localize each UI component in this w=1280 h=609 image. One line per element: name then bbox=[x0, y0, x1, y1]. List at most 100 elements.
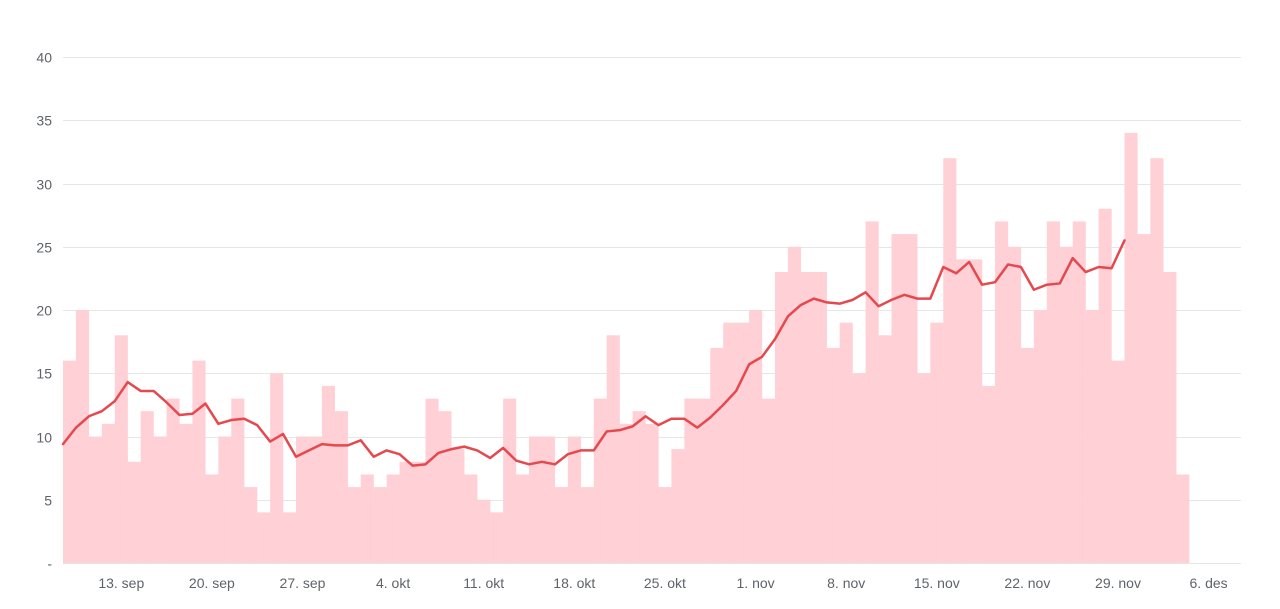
daily-bar bbox=[1111, 360, 1125, 563]
daily-bar bbox=[567, 436, 581, 563]
daily-bar bbox=[684, 398, 698, 563]
daily-bar bbox=[114, 335, 128, 563]
daily-bar bbox=[205, 474, 219, 563]
daily-bar bbox=[451, 449, 465, 563]
daily-bar bbox=[360, 474, 374, 563]
daily-bar bbox=[891, 234, 905, 563]
daily-bar bbox=[283, 512, 297, 563]
x-axis-ticks: 13. sep 20. sep 27. sep 4. okt 11. okt 18. ok… bbox=[98, 575, 1227, 591]
daily-bar bbox=[1098, 208, 1112, 564]
daily-bar bbox=[1085, 310, 1099, 563]
y-tick-label: 15 bbox=[36, 366, 52, 382]
daily-bar bbox=[477, 499, 491, 563]
daily-bar bbox=[257, 512, 271, 563]
daily-bar bbox=[1046, 221, 1060, 563]
x-tick-label: 1. nov bbox=[737, 575, 775, 591]
y-tick-label: 20 bbox=[36, 303, 52, 319]
daily-bar bbox=[943, 158, 957, 563]
daily-bar bbox=[762, 398, 776, 563]
daily-bar bbox=[1124, 132, 1138, 563]
daily-bar bbox=[1007, 246, 1022, 563]
daily-bar bbox=[580, 487, 594, 563]
daily-bar bbox=[529, 436, 543, 563]
daily-bar bbox=[425, 398, 439, 563]
x-tick-label: 6. des bbox=[1190, 575, 1228, 591]
daily-bar bbox=[153, 436, 167, 563]
daily-bar bbox=[347, 487, 361, 563]
daily-bar bbox=[321, 385, 335, 563]
daily-bar bbox=[490, 512, 504, 563]
daily-bar bbox=[1137, 234, 1151, 563]
daily-bar bbox=[645, 423, 659, 563]
x-tick-label: 22. nov bbox=[1004, 575, 1050, 591]
daily-bar bbox=[166, 398, 180, 563]
daily-bar bbox=[697, 398, 711, 563]
y-tick-label: 30 bbox=[36, 177, 52, 193]
x-tick-label: 4. okt bbox=[376, 575, 410, 591]
daily-bar bbox=[917, 373, 931, 563]
daily-bar bbox=[865, 221, 879, 563]
daily-bar bbox=[386, 474, 400, 563]
daily-bar bbox=[1033, 310, 1047, 563]
daily-bar bbox=[982, 385, 996, 563]
daily-bar bbox=[399, 461, 413, 563]
daily-bar bbox=[995, 221, 1009, 563]
daily-bar bbox=[787, 246, 802, 563]
x-tick-label: 11. okt bbox=[463, 575, 504, 591]
daily-bar bbox=[334, 411, 348, 563]
daily-bar bbox=[658, 487, 672, 563]
daily-bar bbox=[516, 474, 530, 563]
daily-bar bbox=[1020, 347, 1035, 563]
daily-bar bbox=[1059, 246, 1073, 563]
daily-bar bbox=[1163, 272, 1177, 563]
daily-bar bbox=[270, 373, 284, 563]
daily-bar bbox=[969, 259, 983, 563]
daily-bar bbox=[464, 474, 478, 563]
x-tick-label: 8. nov bbox=[827, 575, 865, 591]
moving-average-line bbox=[61, 239, 1126, 467]
daily-bar bbox=[1072, 221, 1086, 563]
daily-bar bbox=[800, 272, 814, 563]
daily-bar bbox=[710, 347, 724, 563]
daily-bar bbox=[179, 423, 193, 563]
daily-bar bbox=[541, 436, 556, 563]
daily-bar bbox=[619, 423, 633, 563]
daily-bar bbox=[101, 423, 115, 563]
daily-bar bbox=[231, 398, 245, 563]
x-tick-label: 27. sep bbox=[280, 575, 326, 591]
x-tick-label: 13. sep bbox=[98, 575, 144, 591]
x-tick-label: 20. sep bbox=[189, 575, 235, 591]
daily-bar bbox=[192, 360, 206, 563]
daily-bar bbox=[749, 310, 763, 563]
y-tick-label: 10 bbox=[36, 430, 52, 446]
daily-bar bbox=[839, 322, 853, 563]
daily-bar bbox=[140, 411, 154, 563]
daily-bar bbox=[774, 272, 789, 563]
daily-bar bbox=[75, 310, 90, 563]
y-tick-label: 5 bbox=[44, 493, 52, 509]
daily-bar bbox=[826, 347, 840, 563]
daily-bar bbox=[878, 335, 892, 563]
daily-bar bbox=[373, 487, 387, 563]
daily-bar bbox=[956, 259, 970, 563]
daily-bar bbox=[904, 234, 918, 563]
daily-bar bbox=[1176, 474, 1190, 563]
x-tick-label: 25. okt bbox=[644, 575, 686, 591]
daily-bar bbox=[852, 373, 866, 563]
y-tick-label: 25 bbox=[36, 240, 52, 256]
daily-bar bbox=[127, 461, 141, 563]
daily-bar bbox=[736, 322, 750, 563]
daily-bar bbox=[218, 436, 232, 563]
y-tick-label: 40 bbox=[36, 50, 52, 66]
daily-bar bbox=[308, 436, 323, 563]
y-tick-label: - bbox=[47, 556, 52, 572]
grid-lines bbox=[63, 57, 1241, 564]
daily-bar bbox=[930, 322, 944, 563]
daily-bar bbox=[412, 461, 426, 563]
daily-bar bbox=[723, 322, 737, 563]
daily-bar bbox=[503, 398, 517, 563]
daily-bar bbox=[296, 436, 310, 563]
daily-bar bbox=[671, 449, 685, 563]
daily-bar bbox=[813, 272, 827, 563]
